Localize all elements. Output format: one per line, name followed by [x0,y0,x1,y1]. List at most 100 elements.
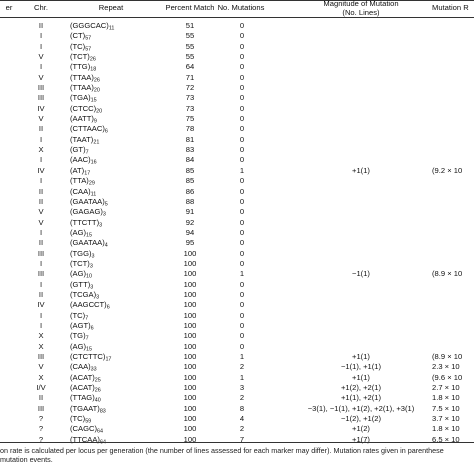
header-magnitude-line1: Magnitude of Mutation [323,0,399,8]
cell-repeat: (ACAT)26 [70,383,101,393]
repeat-unit: (AAC) [70,155,91,165]
cell-percent-match: 73 [185,93,195,103]
cell-magnitude: +1(2), +2(1) [340,383,382,393]
cell-repeat: (AGT)6 [70,321,94,331]
table-row: ? (CAGC)64 100 2 +1(2) 1.8 × 10 [0,424,474,434]
cell-no-mutations: 0 [239,155,245,165]
repeat-unit: (TTAA) [70,72,94,82]
repeat-unit: (GAATAA) [70,196,105,206]
cell-chromosome: III [37,93,45,103]
cell-percent-match: 100 [183,320,197,330]
cell-chromosome: I [39,310,43,320]
table-row: I (AG)15 94 0 [0,228,474,238]
cell-repeat: (CTCC)20 [70,104,102,114]
repeat-count: 3 [89,263,93,270]
repeat-unit: (ACAT) [70,372,95,382]
cell-repeat: (TTCAA)64 [70,435,106,445]
table-row: III (TGAAT)83 100 8 −3(1), −1(1), +1(2), +2(… [0,404,474,414]
cell-no-mutations: 1 [239,165,245,175]
repeat-unit: (TTAA) [70,83,94,93]
cell-mutation-rate: 2.7 × 10 [432,383,460,393]
cell-percent-match: 100 [183,403,197,413]
cell-percent-match: 73 [185,103,195,113]
cell-no-mutations: 0 [239,21,245,30]
cell-percent-match: 100 [183,341,197,351]
cell-mutation-rate: (9.2 × 10 [432,165,463,175]
table-row: II (GAATAA)4 95 0 [0,238,474,248]
cell-repeat: (AG)15 [70,342,92,352]
cell-no-mutations: 0 [239,186,245,196]
cell-chromosome: X [38,372,44,382]
cell-repeat: (TGA)15 [70,93,97,103]
cell-no-mutations: 0 [239,341,245,351]
cell-chromosome: I [39,258,43,268]
repeat-count: 15 [86,232,93,239]
cell-magnitude: +1(1) [352,165,370,175]
cell-no-mutations: 0 [239,320,245,330]
repeat-unit: (CAA) [70,362,91,372]
cell-percent-match: 55 [185,41,195,51]
cell-no-mutations: 0 [239,145,245,155]
cell-chromosome: II [38,238,44,248]
repeat-unit: (GT) [70,145,86,155]
cell-no-mutations: 0 [239,310,245,320]
repeat-count: 15 [86,346,93,353]
repeat-unit: (TTCTT) [70,217,100,227]
table-top-rule [0,0,474,1]
cell-chromosome: III [37,269,45,279]
cell-chromosome: IV [37,103,45,113]
cell-chromosome: ? [38,414,44,424]
repeat-unit: (AGT) [70,320,91,330]
cell-no-mutations: 0 [239,217,245,227]
cell-percent-match: 78 [185,124,195,134]
table-row: III (TGG)3 100 0 [0,249,474,259]
header-magnitude: Magnitude of Mutation (No. Lines) [296,0,426,17]
cell-chromosome: III [37,352,45,361]
table-row: V (TTAA)26 71 0 [0,73,474,83]
cell-chromosome: ? [38,424,44,434]
cell-repeat: (GT)7 [70,145,89,155]
cell-repeat: (TTAA)20 [70,83,100,93]
cell-percent-match: 100 [183,248,197,258]
cell-percent-match: 51 [185,21,195,30]
cell-repeat: (TCGA)3 [70,290,99,300]
cell-mutation-rate: (8.9 × 10 [432,269,463,279]
cell-chromosome: II [38,124,44,134]
table-row: I (GTT)3 100 0 [0,280,474,290]
cell-chromosome: X [38,331,44,341]
repeat-unit: (TAAT) [70,134,94,144]
cell-repeat: (GAATAA)5 [70,197,108,207]
repeat-count: 6 [90,325,94,332]
repeat-count: 15 [90,97,97,104]
table-row: V (TCT)26 55 0 [0,52,474,62]
cell-chromosome: V [38,72,44,82]
cell-chromosome: II [38,21,44,30]
repeat-count: 40 [94,397,101,404]
cell-no-mutations: 0 [239,289,245,299]
cell-percent-match: 71 [185,72,195,82]
repeat-unit: (AATT) [70,114,94,124]
cell-no-mutations: 0 [239,300,245,310]
cell-repeat: (TTAA)26 [70,73,100,83]
cell-no-mutations: 0 [239,134,245,144]
cell-percent-match: 55 [185,52,195,62]
repeat-count: 4 [104,242,108,249]
table-row: IV (AT)17 85 1 +1(1) (9.2 × 10 [0,166,474,176]
header-magnitude-line2: (No. Lines) [342,7,380,17]
cell-percent-match: 100 [183,300,197,310]
cell-mutation-rate: (9.6 × 10 [432,372,463,382]
cell-no-mutations: 7 [239,434,245,444]
cell-repeat: (CT)57 [70,31,91,41]
cell-chromosome: I [39,31,43,41]
cell-repeat: (CTCTTC)17 [70,352,111,362]
repeat-count: 17 [105,356,112,363]
cell-percent-match: 100 [183,372,197,382]
repeat-count: 26 [89,56,96,63]
repeat-unit: (ACAT) [70,383,95,393]
cell-percent-match: 95 [185,238,195,248]
cell-magnitude: +1(1) [352,372,370,382]
table-row: ? (TC)59 100 4 −1(2), +1(2) 3.7 × 10 [0,414,474,424]
cell-repeat: (AATT)9 [70,114,97,124]
table-row: I (TTG)18 64 0 [0,62,474,72]
cell-no-mutations: 0 [239,31,245,41]
